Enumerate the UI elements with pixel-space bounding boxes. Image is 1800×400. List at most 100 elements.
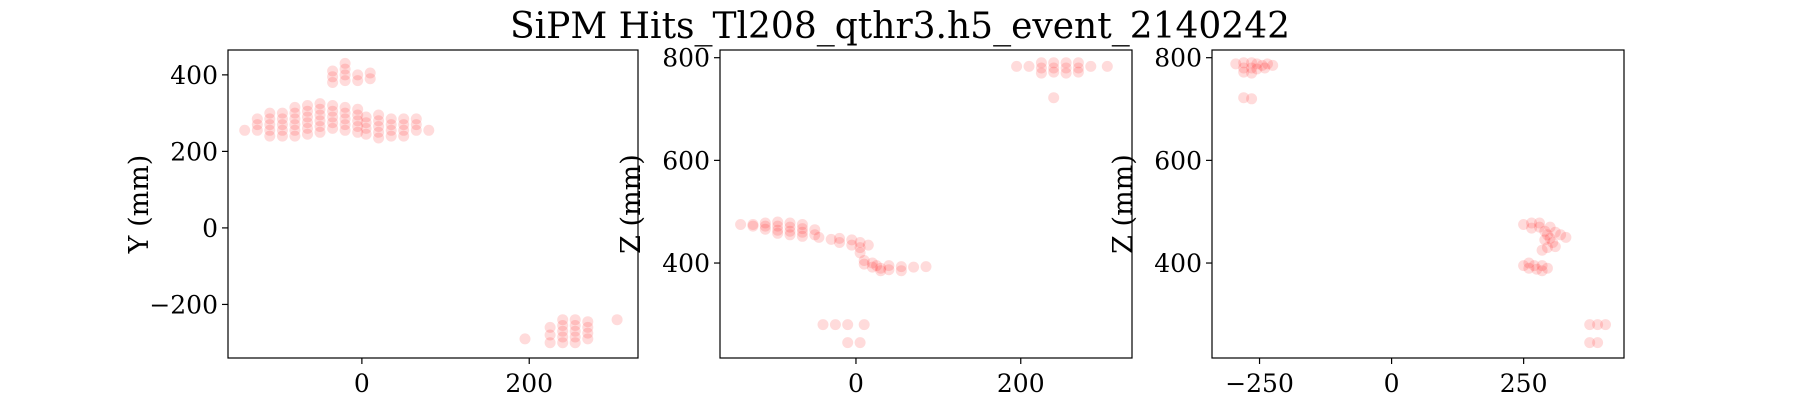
- data-point: [582, 333, 594, 345]
- data-point: [314, 109, 326, 121]
- data-point: [825, 233, 837, 245]
- data-point: [1072, 57, 1084, 69]
- data-point: [519, 333, 531, 345]
- data-point: [1101, 60, 1113, 72]
- x-tick-label: 200: [505, 369, 553, 398]
- data-point: [1544, 232, 1556, 244]
- data-point: [854, 337, 866, 349]
- data-point: [1534, 217, 1545, 229]
- data-point: [289, 107, 301, 119]
- data-point: [1534, 221, 1545, 233]
- data-point: [1539, 225, 1551, 237]
- x-tick-label: 0: [354, 369, 370, 398]
- data-point: [569, 337, 581, 349]
- data-point: [544, 321, 556, 333]
- data-point: [759, 217, 771, 229]
- data-point: [289, 119, 301, 131]
- x-tick-label: 250: [1500, 369, 1548, 398]
- data-point: [883, 264, 895, 276]
- data-point: [858, 258, 870, 270]
- data-point: [289, 101, 301, 113]
- data-point: [1518, 260, 1530, 272]
- data-point: [398, 124, 410, 136]
- data-point: [373, 132, 385, 144]
- data-point: [339, 107, 351, 119]
- data-point: [875, 262, 887, 274]
- data-point: [866, 257, 878, 269]
- data-point: [569, 314, 581, 326]
- data-point: [276, 130, 288, 142]
- data-point: [784, 225, 796, 237]
- data-point: [1246, 57, 1258, 69]
- data-point: [858, 319, 870, 331]
- data-point: [895, 265, 907, 277]
- data-point: [1547, 237, 1559, 248]
- data-point: [276, 107, 288, 119]
- data-point: [895, 261, 907, 273]
- data-point: [339, 75, 351, 87]
- y-axis-label: Z (mm): [616, 154, 647, 254]
- data-point: [1523, 262, 1535, 274]
- data-point: [858, 255, 870, 266]
- data-point: [759, 220, 771, 232]
- data-point: [251, 113, 263, 125]
- subplot-1: 0 200 −200 0 200 400 Y (mm): [124, 49, 639, 398]
- subplot-3: −250 0 250 400 600 800 Z (mm): [1108, 44, 1625, 398]
- data-point: [239, 124, 251, 136]
- data-point: [251, 124, 263, 136]
- subplot-2: 0 200 400 600 800 Z (mm): [616, 44, 1133, 398]
- data-point: [1528, 260, 1540, 272]
- data-point: [796, 230, 808, 242]
- data-point: [398, 113, 410, 125]
- y-tick-label: 0: [202, 214, 218, 243]
- data-point: [1555, 229, 1567, 241]
- y-tick-label: 400: [1154, 249, 1202, 278]
- data-point: [1238, 57, 1250, 69]
- data-point: [829, 319, 841, 331]
- data-point: [339, 63, 351, 75]
- data-point: [784, 229, 796, 241]
- x-tick-label: 0: [1384, 369, 1400, 398]
- data-point: [1262, 58, 1273, 70]
- data-point: [339, 113, 351, 125]
- data-point: [352, 103, 364, 115]
- data-point: [920, 261, 932, 273]
- data-point: [364, 73, 376, 85]
- data-point: [264, 130, 276, 142]
- data-point: [1011, 60, 1023, 72]
- data-point: [327, 117, 339, 129]
- data-point: [327, 122, 339, 134]
- data-point: [569, 325, 581, 337]
- data-point: [352, 121, 364, 132]
- data-point: [1246, 67, 1258, 79]
- data-point: [842, 319, 854, 331]
- data-point: [846, 239, 858, 251]
- data-point: [735, 219, 747, 230]
- data-point: [276, 113, 288, 125]
- data-point: [423, 124, 435, 136]
- data-point: [557, 325, 569, 337]
- data-point: [1539, 234, 1551, 246]
- data-point: [302, 100, 313, 111]
- data-point: [1048, 66, 1060, 78]
- subplots: 0 200 −200 0 200 400 Y (mm) 0 200 400 600 800 Z (mm)…: [124, 44, 1625, 398]
- data-point: [314, 103, 326, 115]
- data-point: [883, 260, 895, 272]
- data-point: [1048, 62, 1060, 74]
- figure-title: SiPM Hits_Tl208_qthr3.h5_event_2140242: [510, 6, 1290, 47]
- y-tick-label: −200: [149, 290, 218, 319]
- data-point: [557, 320, 569, 331]
- data-point: [1048, 92, 1060, 104]
- data-point: [557, 337, 569, 349]
- data-point: [289, 124, 301, 136]
- data-point: [1592, 337, 1604, 349]
- data-point: [1531, 263, 1543, 275]
- x-tick-label: 0: [848, 369, 864, 398]
- data-point: [360, 128, 372, 140]
- data-point: [842, 337, 854, 349]
- data-point: [834, 232, 845, 244]
- data-point: [1238, 92, 1250, 104]
- data-point: [1536, 260, 1548, 272]
- data-point: [1035, 57, 1047, 69]
- data-point: [544, 337, 556, 349]
